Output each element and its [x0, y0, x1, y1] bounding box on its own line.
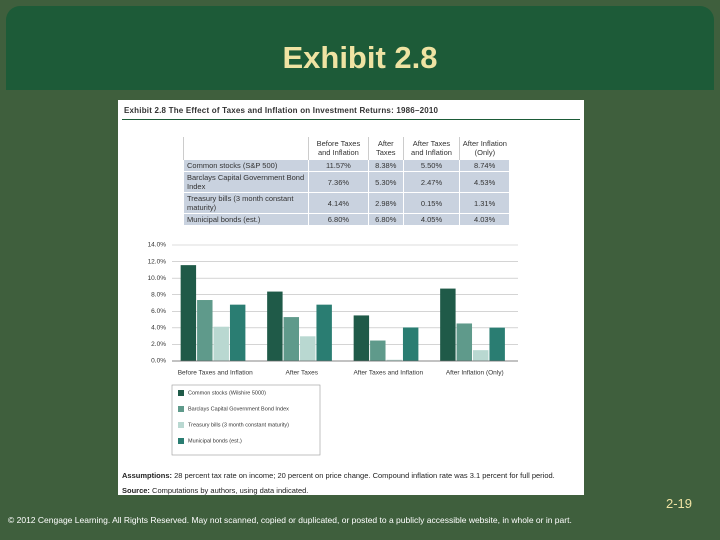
chart: 0.0% 2.0% 4.0% 6.0% 8.0% 10.0% 12.0% 14.0% Befor…	[148, 242, 518, 456]
legend-label: Barclays Capital Government Bond Index	[188, 406, 289, 412]
legend-swatch	[178, 406, 184, 412]
legend-label: Treasury bills (3 month constant maturit…	[188, 422, 289, 428]
cell: 4.03%	[459, 213, 510, 226]
header-row: Before Taxes and Inflation After Taxes Aft…	[183, 137, 510, 160]
bar	[440, 288, 456, 361]
table: Before Taxes and Inflation After Taxes Aft…	[183, 137, 510, 226]
cell: 1.31%	[459, 192, 510, 214]
column-header: Before Taxes and Inflation	[308, 137, 369, 160]
bar	[386, 359, 402, 361]
bar	[489, 327, 505, 361]
y-tick-label: 0.0%	[151, 358, 166, 365]
bar	[402, 327, 419, 361]
bar	[180, 265, 197, 361]
corner	[183, 137, 309, 160]
source-label: Source:	[122, 486, 150, 495]
x-tick-label: Before Taxes and Inflation	[178, 370, 253, 377]
cell: 6.80%	[308, 213, 369, 226]
bar	[316, 304, 332, 361]
y-tick-label: 2.0%	[151, 341, 166, 348]
legend-label: Municipal bonds (est.)	[188, 438, 242, 444]
bar	[283, 317, 300, 361]
x-tick-label: After Taxes and Inflation	[353, 370, 423, 377]
cell: 2.47%	[402, 171, 461, 193]
header: Exhibit 2.8	[6, 6, 714, 90]
cell: 2.98%	[367, 192, 404, 214]
bar	[213, 326, 229, 361]
row-label: Municipal bonds (est.)	[183, 213, 309, 226]
source-text: Computations by authors, using data indi…	[152, 486, 309, 495]
source: Source: Computations by authors, using d…	[122, 483, 555, 498]
assumptions: Assumptions: 28 percent tax rate on inco…	[122, 468, 555, 483]
x-tick-label: After Taxes	[286, 370, 319, 377]
bar	[229, 304, 246, 361]
row-label: Treasury bills (3 month constant maturit…	[183, 192, 309, 214]
column-header: After Taxes and Inflation	[402, 137, 460, 160]
cell: 7.36%	[308, 171, 369, 193]
table-row: Barclays Capital Government Bond Index 7.…	[183, 171, 510, 193]
y-tick-label: 14.0%	[148, 242, 167, 249]
exhibit: Exhibit 2.8 The Effect of Taxes and Infl…	[118, 100, 584, 495]
legend-swatch	[178, 390, 184, 396]
x-tick-label: After Inflation (Only)	[446, 370, 504, 377]
cell: 0.15%	[402, 192, 461, 214]
y-tick-label: 4.0%	[151, 325, 166, 332]
cell: 11.57%	[308, 159, 369, 172]
y-tick-label: 12.0%	[148, 258, 167, 265]
table-body: Common stocks (S&P 500) 11.57% 8.38% 5.50% 8…	[183, 159, 510, 226]
legend-swatch	[178, 438, 184, 444]
rule	[122, 119, 580, 120]
bar	[197, 300, 213, 361]
bar	[456, 323, 473, 361]
legend-swatch	[178, 422, 184, 428]
copyright: © 2012 Cengage Learning. All Rights Rese…	[8, 515, 572, 525]
exhibit-title: Exhibit 2.8 The Effect of Taxes and Infl…	[124, 106, 439, 115]
legend-box	[171, 384, 321, 456]
y-tick-label: 10.0%	[148, 275, 167, 282]
assumptions-label: Assumptions:	[122, 471, 173, 480]
cell: 5.30%	[367, 171, 404, 193]
legend-label: Common stocks (Wilshire 5000)	[188, 390, 266, 396]
y-tick-label: 6.0%	[151, 308, 166, 315]
table-row: Treasury bills (3 month constant maturit…	[183, 192, 510, 214]
cell: 4.05%	[402, 213, 461, 226]
y-tick-label: 8.0%	[151, 291, 166, 298]
bar	[267, 291, 283, 361]
assumptions-text: 28 percent tax rate on income; 20 percen…	[174, 471, 555, 480]
row-label: Barclays Capital Government Bond Index	[183, 171, 309, 193]
table-row: Municipal bonds (est.) 6.80% 6.80% 4.05% 4.0…	[183, 213, 510, 226]
cell: 4.53%	[459, 171, 510, 193]
cell: 5.50%	[402, 159, 461, 172]
bar	[370, 340, 386, 361]
column-header: After Inflation (Only)	[459, 137, 510, 160]
bar	[353, 315, 370, 361]
row-label: Common stocks (S&P 500)	[183, 159, 309, 172]
column-header: After Taxes	[367, 137, 404, 160]
bar	[473, 350, 489, 361]
cell: 8.38%	[367, 159, 404, 172]
page-number: 2-19	[665, 496, 692, 511]
notes: Assumptions: 28 percent tax rate on inco…	[122, 468, 555, 498]
cell: 4.14%	[308, 192, 369, 214]
bar	[300, 336, 316, 361]
cell: 8.74%	[459, 159, 510, 172]
table-row: Common stocks (S&P 500) 11.57% 8.38% 5.50% 8…	[183, 159, 510, 172]
cell: 6.80%	[367, 213, 404, 226]
slide-title: Exhibit 2.8	[282, 40, 438, 75]
